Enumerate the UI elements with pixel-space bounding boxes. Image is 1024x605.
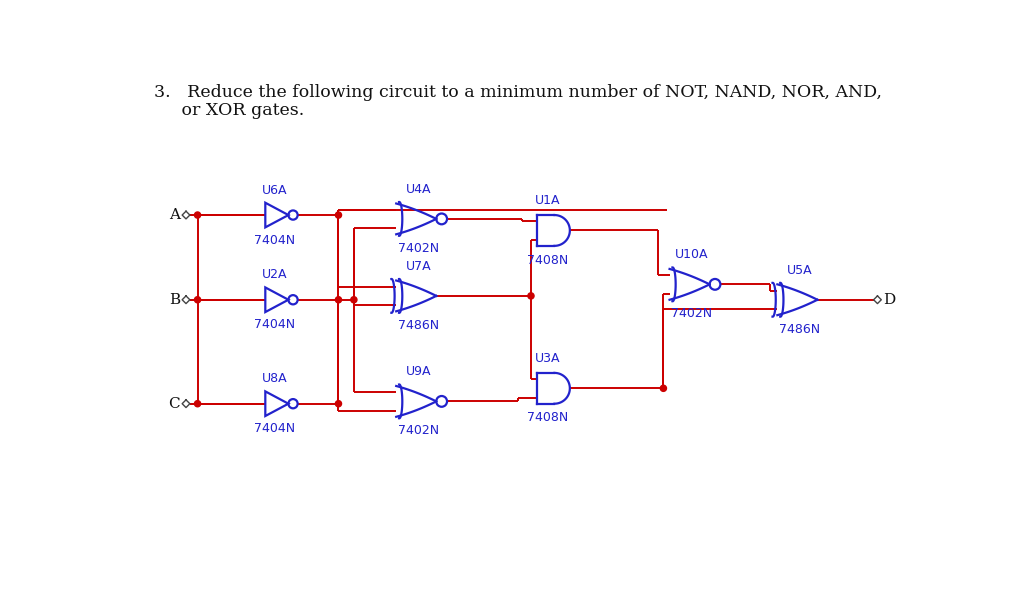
Text: 3.   Reduce the following circuit to a minimum number of NOT, NAND, NOR, AND,: 3. Reduce the following circuit to a min… (154, 84, 882, 101)
Text: D: D (884, 293, 896, 307)
Text: U3A: U3A (535, 352, 560, 365)
Circle shape (195, 401, 201, 407)
Circle shape (660, 385, 667, 391)
Text: 7486N: 7486N (397, 319, 439, 332)
Circle shape (336, 401, 342, 407)
Text: U10A: U10A (675, 248, 709, 261)
Text: 7404N: 7404N (254, 422, 295, 435)
Text: 7404N: 7404N (254, 318, 295, 331)
Text: or XOR gates.: or XOR gates. (154, 102, 304, 119)
Text: B: B (169, 293, 180, 307)
Text: 7404N: 7404N (254, 234, 295, 246)
Text: U8A: U8A (262, 372, 288, 385)
Text: U4A: U4A (406, 183, 431, 196)
Circle shape (351, 296, 357, 303)
Text: 7408N: 7408N (527, 253, 568, 267)
Text: U2A: U2A (262, 268, 288, 281)
Text: 7402N: 7402N (397, 425, 439, 437)
Text: U6A: U6A (262, 183, 288, 197)
Text: 7486N: 7486N (779, 323, 820, 336)
Text: 7402N: 7402N (397, 242, 439, 255)
Text: C: C (168, 397, 180, 411)
Text: 7408N: 7408N (527, 411, 568, 424)
Text: U5A: U5A (786, 264, 812, 276)
Text: 7402N: 7402N (671, 307, 712, 321)
Circle shape (195, 212, 201, 218)
Text: U9A: U9A (406, 365, 431, 378)
Circle shape (336, 212, 342, 218)
Text: U7A: U7A (406, 260, 431, 273)
Circle shape (528, 293, 535, 299)
Circle shape (336, 296, 342, 303)
Text: A: A (169, 208, 180, 222)
Circle shape (195, 296, 201, 303)
Text: U1A: U1A (535, 194, 560, 208)
